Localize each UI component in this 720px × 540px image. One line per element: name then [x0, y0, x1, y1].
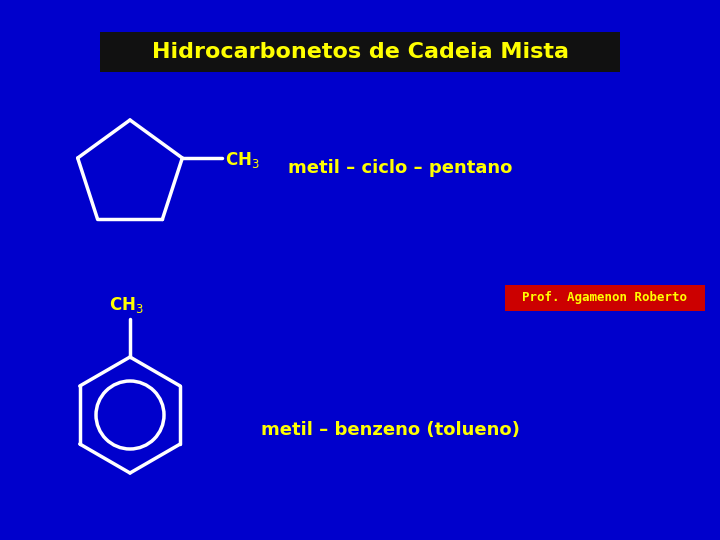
FancyBboxPatch shape [505, 285, 705, 311]
Text: CH$_3$: CH$_3$ [109, 295, 143, 315]
Text: CH$_3$: CH$_3$ [225, 150, 260, 170]
Text: Prof. Agamenon Roberto: Prof. Agamenon Roberto [523, 292, 688, 305]
Text: Hidrocarbonetos de Cadeia Mista: Hidrocarbonetos de Cadeia Mista [151, 42, 569, 62]
FancyBboxPatch shape [100, 32, 620, 72]
Text: metil – ciclo – pentano: metil – ciclo – pentano [288, 159, 512, 177]
Text: metil – benzeno (tolueno): metil – benzeno (tolueno) [261, 421, 519, 439]
